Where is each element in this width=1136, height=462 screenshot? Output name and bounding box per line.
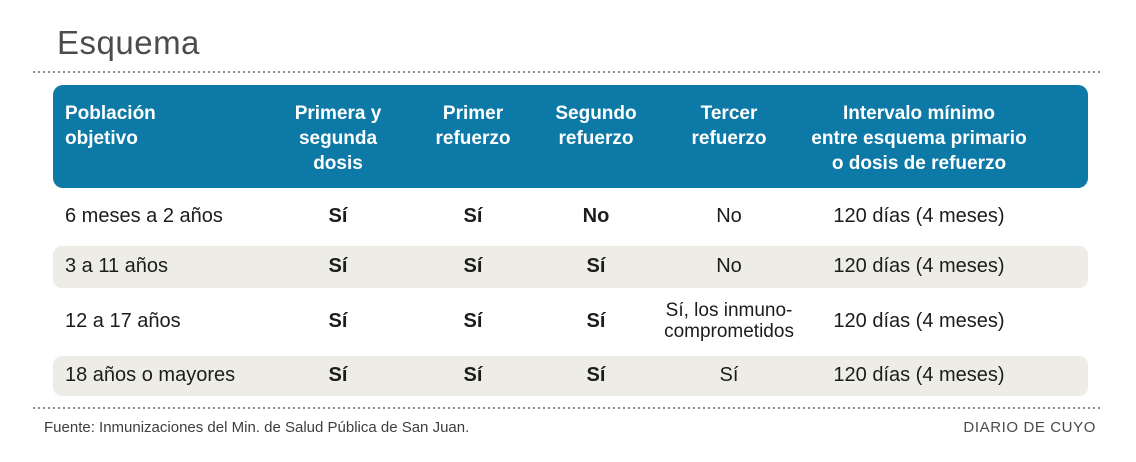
cell-tercer-refuerzo: Sí, los inmuno- comprometidos bbox=[664, 300, 794, 342]
top-dotted-divider bbox=[33, 71, 1103, 73]
cell-tercer-refuerzo: No bbox=[716, 255, 742, 278]
cell-segundo-refuerzo: Sí bbox=[586, 310, 606, 333]
header-primer-refuerzo: Primer refuerzo bbox=[435, 103, 511, 150]
header-spacer bbox=[1069, 85, 1088, 188]
cell-primer-refuerzo: Sí bbox=[463, 310, 483, 333]
table-row: 6 meses a 2 años Sí Sí No No 120 días (4… bbox=[53, 188, 1088, 246]
page-title: Esquema bbox=[57, 24, 200, 61]
table-header-row: Población objetivo Primera y segunda dos… bbox=[53, 85, 1088, 188]
cell-tercer-refuerzo: No bbox=[716, 205, 742, 228]
cell-poblacion: 12 a 17 años bbox=[65, 310, 181, 333]
source-note: Fuente: Inmunizaciones del Min. de Salud… bbox=[44, 419, 470, 436]
cell-primer-refuerzo: Sí bbox=[463, 255, 483, 278]
cell-intervalo: 120 días (4 meses) bbox=[833, 255, 1005, 278]
header-primera-segunda-dosis: Primera y segunda dosis bbox=[294, 103, 382, 175]
cell-primer-refuerzo: Sí bbox=[463, 205, 483, 228]
table-row: 18 años o mayores Sí Sí Sí Sí 120 días (… bbox=[53, 356, 1088, 396]
cell-intervalo: 120 días (4 meses) bbox=[833, 310, 1005, 333]
cell-tercer-refuerzo: Sí bbox=[719, 364, 739, 387]
cell-primera-segunda: Sí bbox=[328, 205, 348, 228]
cell-primer-refuerzo: Sí bbox=[463, 364, 483, 387]
cell-segundo-refuerzo: Sí bbox=[586, 255, 606, 278]
cell-segundo-refuerzo: No bbox=[582, 205, 610, 228]
cell-intervalo: 120 días (4 meses) bbox=[833, 364, 1005, 387]
cell-intervalo: 120 días (4 meses) bbox=[833, 205, 1005, 228]
header-poblacion-objetivo: Población objetivo bbox=[65, 103, 156, 150]
header-tercer-refuerzo: Tercer refuerzo bbox=[691, 103, 767, 150]
schedule-table: Población objetivo Primera y segunda dos… bbox=[53, 85, 1088, 396]
publisher-credit: DIARIO DE CUYO bbox=[963, 419, 1096, 436]
header-intervalo-minimo: Intervalo mínimo entre esquema primario … bbox=[811, 103, 1027, 175]
cell-poblacion: 6 meses a 2 años bbox=[65, 205, 223, 228]
bottom-dotted-divider bbox=[33, 407, 1103, 409]
cell-poblacion: 3 a 11 años bbox=[65, 255, 169, 278]
cell-primera-segunda: Sí bbox=[328, 255, 348, 278]
cell-segundo-refuerzo: Sí bbox=[586, 364, 606, 387]
table-row: 12 a 17 años Sí Sí Sí Sí, los inmuno- co… bbox=[53, 288, 1088, 356]
cell-poblacion: 18 años o mayores bbox=[65, 364, 236, 387]
table-row: 3 a 11 años Sí Sí Sí No 120 días (4 mese… bbox=[53, 246, 1088, 288]
header-segundo-refuerzo: Segundo refuerzo bbox=[555, 103, 637, 150]
cell-primera-segunda: Sí bbox=[328, 364, 348, 387]
cell-primera-segunda: Sí bbox=[328, 310, 348, 333]
